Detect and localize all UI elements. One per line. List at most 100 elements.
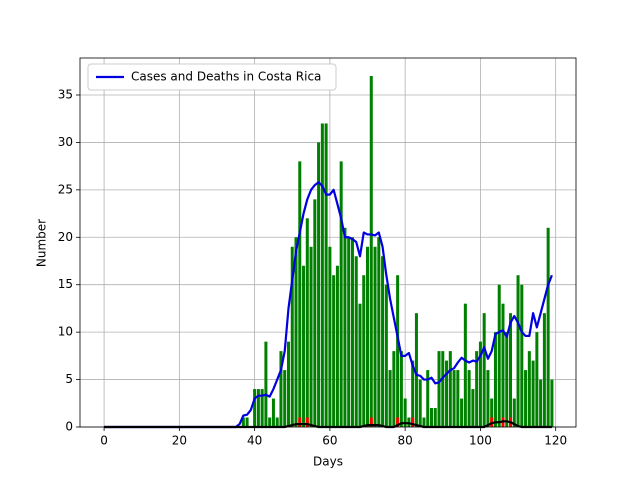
bar [550,379,554,427]
bar [369,76,373,428]
bar [437,351,441,427]
bar [377,237,381,427]
bar [411,360,415,427]
x-tick-label: 120 [544,434,567,448]
bar [501,303,505,427]
bar [490,398,494,427]
y-tick-label: 0 [65,420,73,434]
bar [268,417,272,427]
bar [418,379,422,427]
bar [260,389,264,427]
bar [347,237,351,427]
bar [392,351,396,427]
bar [339,161,343,428]
bar [539,379,543,427]
x-tick-label: 80 [398,434,413,448]
bar [328,246,332,427]
bar [441,351,445,427]
x-tick-label: 60 [322,434,337,448]
bar [448,351,452,427]
bar [313,199,317,427]
x-tick-label: 20 [172,434,187,448]
bar [305,218,309,427]
bar [343,227,347,427]
bar [429,408,433,427]
y-tick-label: 35 [58,87,73,101]
bar [509,313,513,427]
bar [524,370,528,427]
legend-label: Cases and Deaths in Costa Rica [131,70,321,84]
bar [456,370,460,427]
bar [482,313,486,427]
bar [302,265,306,427]
bar [512,398,516,427]
bar [505,332,509,427]
bar [362,275,366,427]
bar [294,237,298,427]
bar [527,351,531,427]
plot-frame [79,57,577,428]
bar [298,417,302,427]
bar [381,256,385,427]
bar [467,370,471,427]
bar [422,417,426,427]
bar [546,227,550,427]
bar [493,332,497,427]
bar [463,303,467,427]
bar [388,370,392,427]
bar [271,398,275,427]
bar [286,341,290,427]
x-tick-label: 100 [469,434,492,448]
bar [399,351,403,427]
bar [373,246,377,427]
bar [384,284,388,427]
bar [324,123,328,427]
bar [279,351,283,427]
bar [320,123,324,427]
x-tick-label: 0 [100,434,108,448]
x-axis-label: Days [313,455,343,469]
bar [253,389,257,427]
bar [283,370,287,427]
bar [396,417,400,427]
bar [264,341,268,427]
bar [305,417,309,427]
bar [426,370,430,427]
bar [478,341,482,427]
y-tick-label: 30 [58,135,73,149]
bar [245,417,249,427]
y-tick-label: 25 [58,182,73,196]
x-tick-label: 40 [247,434,262,448]
bar [542,313,546,427]
bar [445,360,449,427]
y-tick-label: 20 [58,230,73,244]
bar [471,389,475,427]
y-tick-label: 5 [65,372,73,386]
bar [366,246,370,427]
bar [520,284,524,427]
bar [354,256,358,427]
bar [275,417,279,427]
bar [460,398,464,427]
bar [535,332,539,427]
bar [241,417,245,427]
bar [332,275,336,427]
bar [475,351,479,427]
bar [317,142,321,427]
bar [433,408,437,427]
legend-box [87,63,337,91]
bar [516,275,520,427]
bar [369,417,373,427]
bar [497,284,501,427]
bar [396,275,400,427]
bar [486,370,490,427]
bar [411,417,415,427]
bar [298,161,302,428]
bar [350,237,354,427]
bar [531,360,535,427]
bar [403,398,407,427]
bar [414,313,418,427]
y-tick-label: 15 [58,277,73,291]
bar [335,265,339,427]
bar [358,303,362,427]
